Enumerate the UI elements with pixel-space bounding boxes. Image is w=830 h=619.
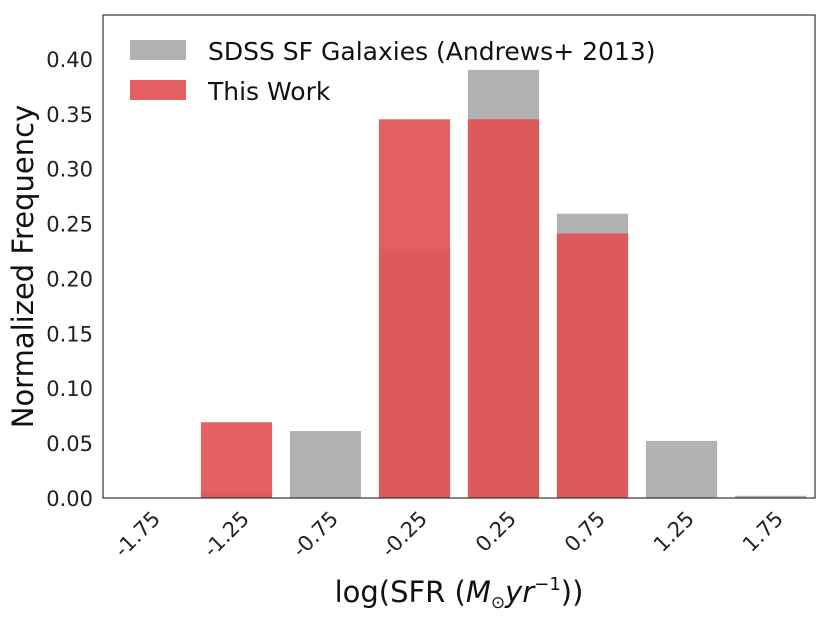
- y-tick-label-5: 0.25: [46, 213, 93, 237]
- legend-label-this-work: This Work: [207, 77, 331, 106]
- y-tick-label-1: 0.05: [46, 432, 93, 456]
- x-tick-label-0: -1.75: [110, 507, 165, 562]
- legend-swatch-this-work: [130, 80, 186, 100]
- x-tick-label-6: 1.25: [649, 507, 699, 557]
- y-tick-label-4: 0.20: [46, 267, 93, 291]
- x-tick-label-4: 0.25: [471, 507, 521, 557]
- bar-this-work-3: [378, 119, 451, 498]
- y-tick-label-0: 0.00: [46, 487, 93, 511]
- legend-label-sdss: SDSS SF Galaxies (Andrews+ 2013): [208, 37, 655, 66]
- x-tick-label-2: -0.75: [288, 507, 343, 562]
- x-axis-label-yr: yr: [504, 575, 536, 609]
- plot-frame: [102, 14, 816, 499]
- y-tick-label-7: 0.35: [46, 103, 93, 127]
- y-tick-label-3: 0.15: [46, 322, 93, 346]
- x-tick-label-7: 1.75: [738, 507, 788, 557]
- bar-this-work-1: [200, 422, 273, 498]
- legend-swatch-sdss: [130, 40, 186, 60]
- bar-sdss-7: [734, 495, 807, 498]
- x-tick-labels: -1.75 -1.25 -0.75 -0.25 0.25 0.75 1.25 1.75: [110, 507, 788, 562]
- bar-sdss-6: [645, 440, 718, 498]
- legend: SDSS SF Galaxies (Andrews+ 2013) This Wo…: [130, 37, 655, 106]
- x-tick-label-5: 0.75: [560, 507, 610, 557]
- y-tick-label-2: 0.10: [46, 377, 93, 401]
- y-tick-labels: 0.00 0.05 0.10 0.15 0.20 0.25 0.30 0.35 0.40: [46, 48, 93, 511]
- x-axis-label-suffix: )): [561, 575, 584, 609]
- bar-this-work-5: [556, 233, 629, 498]
- y-tick-label-8: 0.40: [46, 48, 93, 72]
- x-tick-label-3: -0.25: [377, 507, 432, 562]
- x-tick-label-1: -1.25: [199, 507, 254, 562]
- x-axis-label: log(SFR (M⊙yr−1)): [335, 574, 584, 613]
- y-tick-label-6: 0.30: [46, 158, 93, 182]
- bar-sdss-2: [289, 431, 362, 498]
- x-axis-label-sun-symbol: ⊙: [491, 593, 505, 613]
- x-axis-label-exponent: −1: [534, 574, 561, 595]
- x-axis-label-mass-symbol: M: [466, 575, 491, 609]
- x-axis-label-prefix: log(SFR (: [335, 575, 466, 609]
- bars-layer: [200, 69, 807, 499]
- y-axis-label: Normalized Frequency: [6, 105, 40, 429]
- bar-this-work-4: [467, 119, 540, 498]
